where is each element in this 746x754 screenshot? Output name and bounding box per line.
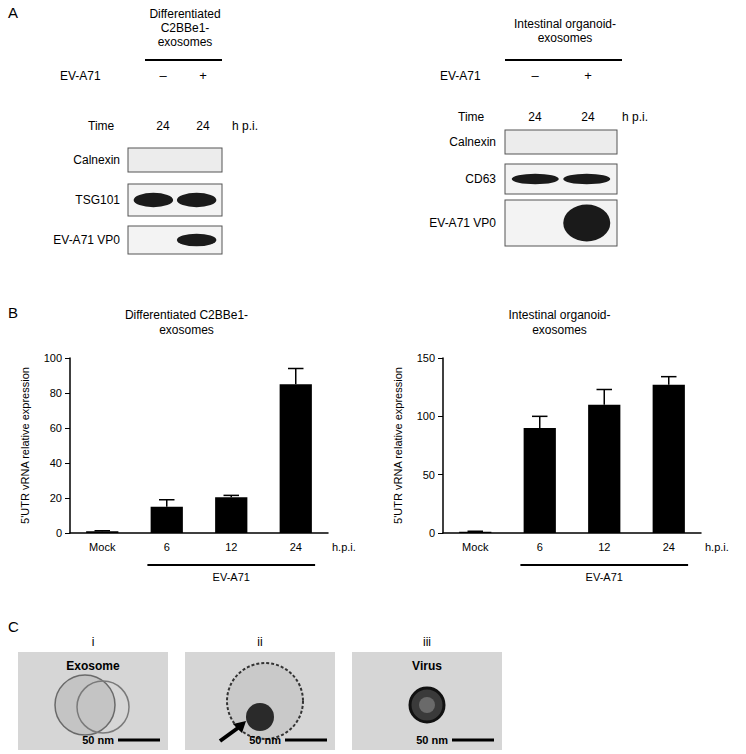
- svg-text:A: A: [8, 4, 18, 21]
- svg-text:5'UTR vRNA relative expression: 5'UTR vRNA relative expression: [392, 367, 404, 524]
- svg-text:20: 20: [50, 492, 62, 504]
- svg-text:Mock: Mock: [462, 541, 489, 553]
- svg-text:Differentiated C2BBe1-: Differentiated C2BBe1-: [125, 308, 248, 322]
- svg-text:Exosome: Exosome: [66, 659, 120, 673]
- svg-text:exosomes: exosomes: [532, 323, 587, 337]
- svg-text:CD63: CD63: [465, 172, 496, 186]
- svg-text:EV-A71 VP0: EV-A71 VP0: [53, 233, 120, 247]
- svg-text:150: 150: [417, 352, 435, 364]
- svg-text:5'UTR vRNA relative expression: 5'UTR vRNA relative expression: [19, 367, 31, 524]
- svg-text:50 nm: 50 nm: [416, 734, 448, 746]
- svg-text:0: 0: [56, 527, 62, 539]
- svg-text:Mock: Mock: [89, 541, 116, 553]
- svg-text:Intestinal organoid-: Intestinal organoid-: [508, 308, 610, 322]
- svg-text:40: 40: [50, 457, 62, 469]
- svg-text:EV-A71 VP0: EV-A71 VP0: [429, 216, 496, 230]
- svg-text:50 nm: 50 nm: [82, 734, 114, 746]
- svg-text:EV-A71: EV-A71: [60, 69, 101, 83]
- svg-text:ii: ii: [257, 635, 262, 649]
- svg-text:h.p.i.: h.p.i.: [332, 541, 356, 553]
- svg-text:–: –: [159, 68, 167, 83]
- svg-text:Time: Time: [88, 119, 115, 133]
- svg-text:24: 24: [196, 119, 210, 133]
- svg-text:24: 24: [290, 541, 302, 553]
- svg-text:24: 24: [663, 541, 675, 553]
- svg-text:i: i: [92, 635, 95, 649]
- svg-text:h p.i.: h p.i.: [232, 119, 258, 133]
- svg-text:80: 80: [50, 387, 62, 399]
- svg-text:B: B: [8, 304, 18, 321]
- svg-text:100: 100: [417, 410, 435, 422]
- svg-text:12: 12: [225, 541, 237, 553]
- svg-text:–: –: [531, 68, 539, 83]
- svg-text:+: +: [199, 68, 207, 83]
- svg-text:C2BBe1-: C2BBe1-: [161, 21, 210, 35]
- svg-text:h p.i.: h p.i.: [622, 110, 648, 124]
- svg-text:exosomes: exosomes: [158, 35, 213, 49]
- svg-text:12: 12: [598, 541, 610, 553]
- svg-text:50: 50: [423, 469, 435, 481]
- svg-text:TSG101: TSG101: [75, 193, 120, 207]
- svg-text:+: +: [584, 68, 592, 83]
- svg-text:EV-A71: EV-A71: [440, 69, 481, 83]
- svg-text:Differentiated: Differentiated: [149, 7, 220, 21]
- svg-text:24: 24: [528, 110, 542, 124]
- svg-text:24: 24: [581, 110, 595, 124]
- svg-text:0: 0: [429, 527, 435, 539]
- svg-text:EV-A71: EV-A71: [213, 571, 250, 583]
- svg-text:Intestinal organoid-: Intestinal organoid-: [514, 17, 616, 31]
- svg-text:24: 24: [156, 119, 170, 133]
- svg-text:Time: Time: [458, 110, 485, 124]
- svg-text:h.p.i.: h.p.i.: [705, 541, 729, 553]
- svg-text:60: 60: [50, 422, 62, 434]
- svg-text:exosomes: exosomes: [159, 323, 214, 337]
- svg-text:100: 100: [44, 352, 62, 364]
- svg-text:Calnexin: Calnexin: [449, 135, 496, 149]
- svg-text:6: 6: [164, 541, 170, 553]
- svg-text:C: C: [8, 618, 19, 635]
- svg-text:EV-A71: EV-A71: [586, 571, 623, 583]
- svg-text:6: 6: [537, 541, 543, 553]
- svg-text:Calnexin: Calnexin: [73, 153, 120, 167]
- svg-text:50 nm: 50 nm: [249, 734, 281, 746]
- svg-text:Virus: Virus: [412, 659, 442, 673]
- svg-text:iii: iii: [423, 635, 431, 649]
- svg-text:exosomes: exosomes: [538, 31, 593, 45]
